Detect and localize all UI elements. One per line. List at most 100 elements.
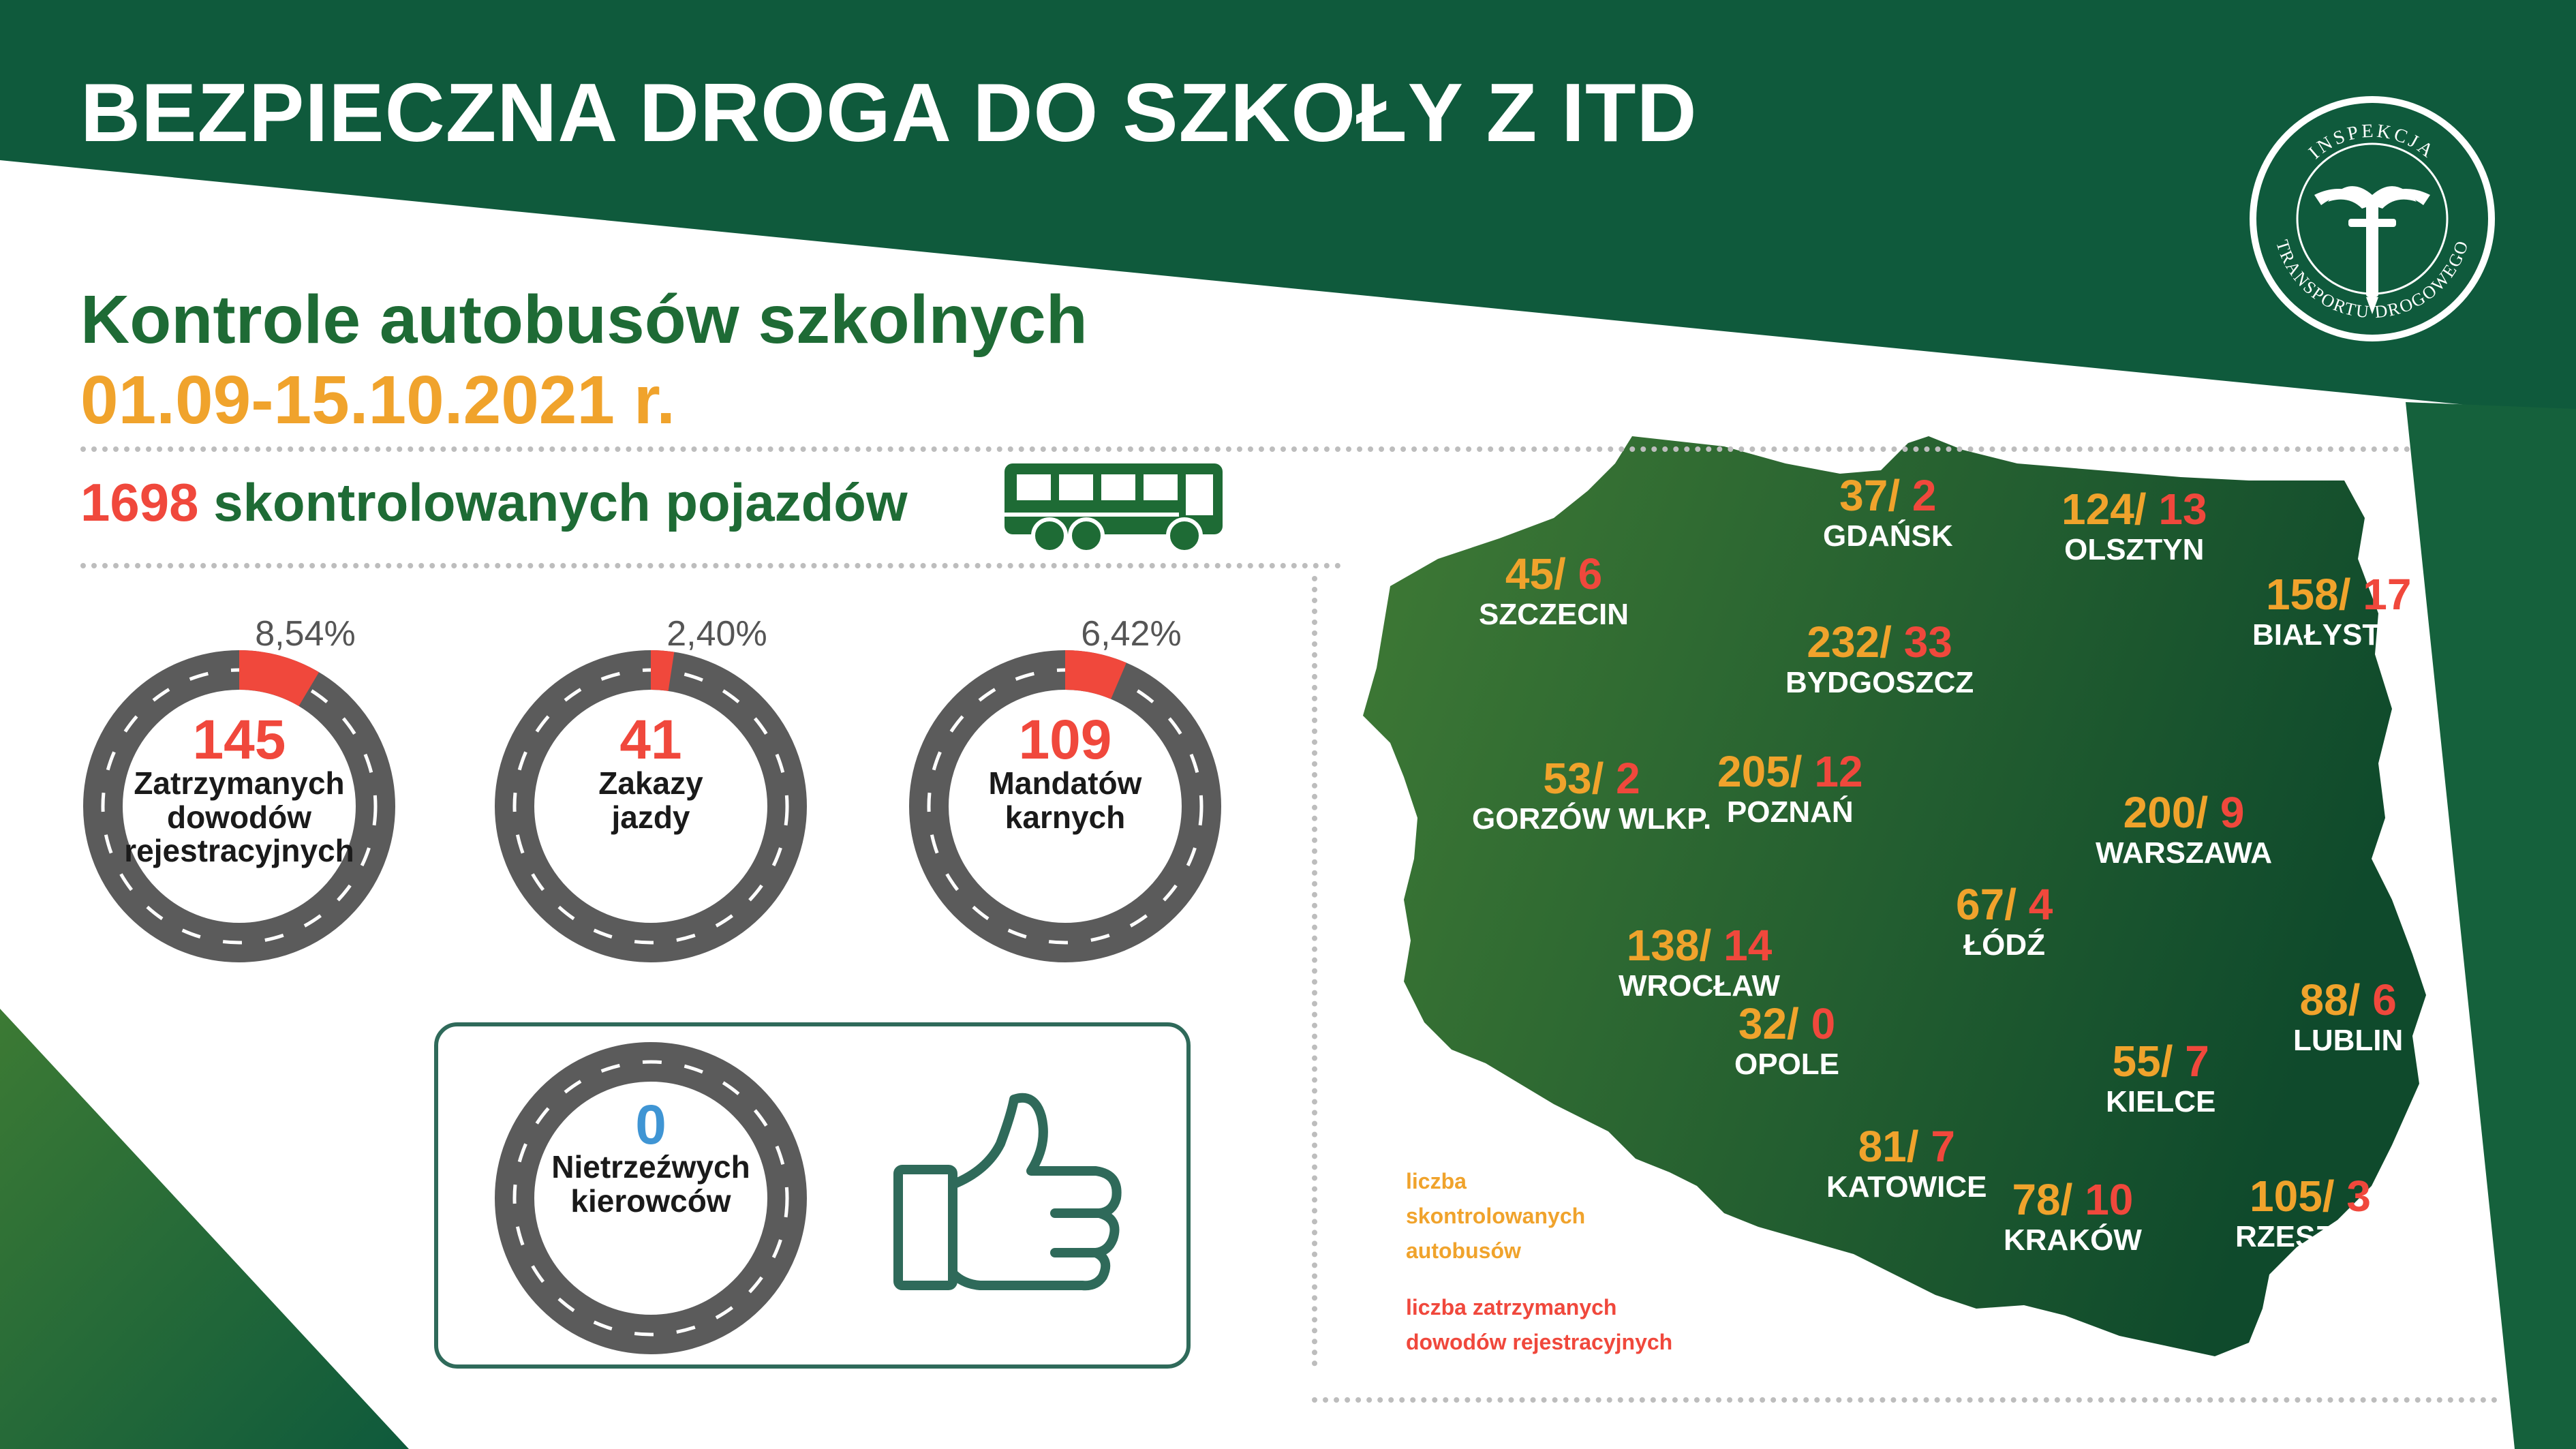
region-values: 200/ 9 bbox=[2096, 791, 2272, 834]
gauge-label-line: dowodów bbox=[166, 799, 312, 835]
divider-top bbox=[80, 446, 2411, 452]
region-city: KATOWICE bbox=[1826, 1170, 1987, 1204]
region-checked: 32/ bbox=[1738, 999, 1799, 1048]
region-detained: 9 bbox=[2220, 788, 2245, 837]
region-checked: 105/ bbox=[2250, 1172, 2335, 1221]
section-date: 01.09-15.10.2021 r. bbox=[80, 362, 675, 438]
region-checked: 81/ bbox=[1858, 1122, 1919, 1171]
total-vehicles: 1698 skontrolowanych pojazdów bbox=[80, 472, 908, 534]
region-checked: 78/ bbox=[2012, 1175, 2073, 1224]
legend-checked: liczba skontrolowanych autobusów bbox=[1406, 1164, 1585, 1269]
region-detained: 14 bbox=[1723, 921, 1773, 970]
region-values: 232/ 33 bbox=[1785, 620, 1974, 664]
total-value: 1698 bbox=[80, 472, 199, 532]
sober-gauge-ring bbox=[495, 1042, 807, 1354]
region-city: KRAKÓW bbox=[2004, 1223, 2142, 1257]
region-city: SZCZECIN bbox=[1479, 598, 1629, 631]
region-city: LUBLIN bbox=[2293, 1024, 2404, 1057]
divider-bottom bbox=[1312, 1397, 2498, 1403]
region-checked: 205/ bbox=[1717, 747, 1803, 796]
sober-value: 0 bbox=[635, 1094, 666, 1156]
gauge-fill bbox=[495, 650, 807, 962]
divider-middle bbox=[80, 563, 1341, 568]
legend-checked-line: autobusów bbox=[1406, 1238, 1521, 1264]
gauge-ring bbox=[83, 650, 395, 962]
region-values: 105/ 3 bbox=[2235, 1174, 2385, 1218]
gauge-label: Zatrzymanych dowodów rejestracyjnych bbox=[89, 766, 389, 868]
region-checked: 232/ bbox=[1807, 617, 1892, 667]
region-values: 205/ 12 bbox=[1717, 750, 1863, 793]
sober-label-line: kierowców bbox=[570, 1183, 731, 1219]
region-values: 45/ 6 bbox=[1479, 552, 1629, 596]
map-region-10: 138/ 14 WROCŁAW bbox=[1619, 924, 1780, 1005]
region-detained: 3 bbox=[2346, 1172, 2371, 1221]
region-checked: 55/ bbox=[2112, 1037, 2173, 1086]
section-title: Kontrole autobusów szkolnych bbox=[80, 281, 1088, 358]
thumbs-up-icon bbox=[893, 1093, 1122, 1291]
region-city: RZESZÓW bbox=[2235, 1220, 2385, 1253]
map-region-3: 45/ 6 SZCZECIN bbox=[1479, 552, 1629, 633]
map-region-5: 232/ 33 BYDGOSZCZ bbox=[1785, 620, 1974, 701]
region-city: ŁÓDŹ bbox=[1963, 928, 2046, 962]
region-city: GDAŃSK bbox=[1823, 519, 1953, 553]
gauge-value: 145 bbox=[192, 709, 286, 771]
gauge-label: Mandatów karnych bbox=[915, 766, 1215, 835]
region-detained: 6 bbox=[2372, 975, 2397, 1024]
region-detained: 7 bbox=[1931, 1122, 1955, 1171]
gauge-percent: 8,54% bbox=[255, 614, 356, 654]
map-region-9: 67/ 4 ŁÓDŹ bbox=[1956, 883, 2053, 964]
region-checked: 200/ bbox=[2123, 788, 2209, 837]
gauge-value: 41 bbox=[619, 709, 682, 771]
sober-drivers-box bbox=[434, 1022, 1191, 1369]
region-values: 138/ 14 bbox=[1619, 924, 1780, 967]
page-title: BEZPIECZNA DROGA DO SZKOŁY Z ITD bbox=[80, 66, 1698, 159]
region-values: 37/ 2 bbox=[1823, 474, 1953, 517]
sober-label: Nietrzeźwych kierowców bbox=[501, 1150, 801, 1218]
region-checked: 124/ bbox=[2061, 485, 2147, 534]
region-detained: 4 bbox=[2028, 880, 2053, 929]
corner-triangle bbox=[0, 1009, 409, 1449]
map-region-15: 78/ 10 KRAKÓW bbox=[2004, 1178, 2142, 1259]
region-detained: 2 bbox=[1912, 471, 1937, 520]
region-detained: 2 bbox=[1616, 754, 1640, 803]
divider-vertical bbox=[1312, 576, 1317, 1367]
region-checked: 88/ bbox=[2299, 975, 2361, 1024]
region-city: WARSZAWA bbox=[2096, 836, 2273, 870]
poland-map bbox=[1363, 436, 2426, 1356]
region-city: OLSZTYN bbox=[2064, 533, 2205, 566]
region-detained: 6 bbox=[1578, 549, 1603, 598]
region-city: WROCŁAW bbox=[1619, 969, 1781, 1003]
map-region-12: 88/ 6 LUBLIN bbox=[2293, 978, 2403, 1059]
region-city: POZNAŃ bbox=[1726, 795, 1854, 829]
region-values: 67/ 4 bbox=[1956, 883, 2053, 926]
gauge-label-line: karnych bbox=[1005, 799, 1126, 835]
region-detained: 10 bbox=[2085, 1175, 2134, 1224]
region-city: KIELCE bbox=[2106, 1085, 2216, 1118]
legend-detained-line: dowodów rejestracyjnych bbox=[1406, 1330, 1673, 1355]
region-checked: 138/ bbox=[1626, 921, 1712, 970]
region-values: 32/ 0 bbox=[1734, 1002, 1839, 1046]
gauge-percent: 2,40% bbox=[666, 614, 767, 654]
region-checked: 37/ bbox=[1839, 471, 1901, 520]
legend-detained: liczba zatrzymanych dowodów rejestracyjn… bbox=[1406, 1290, 1672, 1360]
header-band bbox=[0, 0, 2576, 416]
map-region-14: 81/ 7 KATOWICE bbox=[1826, 1125, 1987, 1206]
map-region-7: 205/ 12 POZNAŃ bbox=[1717, 750, 1863, 831]
gauge-label-line: jazdy bbox=[611, 799, 690, 835]
region-values: 53/ 2 bbox=[1472, 757, 1711, 800]
region-values: 124/ 13 bbox=[2061, 487, 2207, 531]
gauge-fill bbox=[83, 650, 395, 962]
region-checked: 53/ bbox=[1543, 754, 1604, 803]
map-region-1: 37/ 2 GDAŃSK bbox=[1823, 474, 1953, 555]
map-region-6: 53/ 2 GORZÓW WLKP. bbox=[1472, 757, 1711, 838]
region-detained: 33 bbox=[1903, 617, 1952, 667]
region-values: 88/ 6 bbox=[2293, 978, 2403, 1022]
region-values: 158/ 17 bbox=[2252, 573, 2425, 616]
gauge-label: Zakazy jazdy bbox=[501, 765, 801, 835]
map-region-16: 105/ 3 RZESZÓW bbox=[2235, 1174, 2385, 1255]
gauge-label-line: Zakazy bbox=[598, 765, 703, 801]
region-values: 81/ 7 bbox=[1826, 1125, 1987, 1168]
region-city: GORZÓW WLKP. bbox=[1472, 802, 1712, 836]
legend-checked-line: skontrolowanych bbox=[1406, 1204, 1586, 1229]
